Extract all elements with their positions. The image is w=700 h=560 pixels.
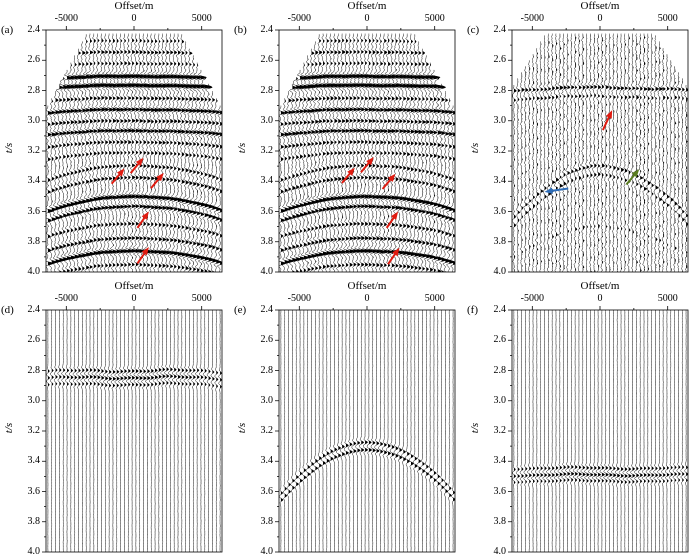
y-tick-label: 2.6	[27, 54, 41, 66]
panel-label-b: (b)	[234, 24, 247, 36]
y-tick-label: 4.0	[260, 266, 274, 277]
y-tick-label: 3.8	[27, 235, 41, 247]
y-tick-label: 2.4	[260, 304, 274, 315]
x-tick-label: 5000	[191, 293, 212, 304]
y-tick-label: 2.8	[493, 84, 507, 96]
y-tick-label: 2.6	[260, 334, 274, 346]
x-tick-label: 0	[131, 293, 137, 304]
panel-label-a: (a)	[1, 24, 14, 36]
y-tick-label: 2.8	[260, 84, 274, 96]
seismic-panel-c: (c) Offset/m t/s -5000 0 5000 2.4 2.6 2.8 3.0 3…	[466, 0, 699, 280]
x-tick-label: 0	[597, 293, 603, 304]
panel-label-c: (c)	[467, 24, 480, 36]
y-tick-label: 3.0	[493, 114, 507, 126]
y-tick-label: 3.0	[260, 394, 274, 406]
y-tick-label: 3.8	[260, 235, 274, 247]
y-tick-label: 3.6	[493, 205, 507, 217]
x-tick-label: 5000	[424, 13, 445, 24]
y-tick-label: 3.8	[493, 515, 507, 527]
y-tick-label: 3.4	[493, 455, 507, 467]
panel-label-d: (d)	[1, 304, 14, 316]
y-tick-label: 2.8	[27, 84, 41, 96]
y-tick-label: 3.4	[27, 455, 41, 467]
x-tick-label: -5000	[54, 293, 78, 304]
x-axis-title: Offset/m	[580, 0, 620, 12]
x-axis-title: Offset/m	[114, 280, 154, 292]
y-tick-label: 2.6	[493, 334, 507, 346]
y-tick-label: 4.0	[493, 546, 507, 557]
y-tick-label: 2.8	[493, 364, 507, 376]
wiggle-plot-canvas-b	[233, 0, 466, 280]
seismic-panel-d: (d) Offset/m t/s -5000 0 5000 2.4 2.6 2.8 3.0 3…	[0, 280, 233, 560]
x-tick-label: 0	[597, 13, 603, 24]
x-axis-title: Offset/m	[114, 0, 154, 12]
y-tick-label: 3.2	[260, 145, 274, 156]
y-tick-label: 3.4	[260, 455, 274, 467]
y-tick-label: 4.0	[260, 546, 274, 557]
seismic-panel-a: (a) Offset/m t/s -5000 0 5000 2.4 2.6 2.8 3.0 3…	[0, 0, 233, 280]
x-axis-title: Offset/m	[347, 280, 387, 292]
y-tick-label: 3.2	[27, 425, 41, 436]
x-tick-label: 5000	[657, 293, 678, 304]
y-tick-label: 2.4	[493, 24, 507, 35]
y-tick-label: 2.4	[493, 304, 507, 315]
y-tick-label: 3.6	[493, 485, 507, 497]
y-tick-label: 3.6	[27, 485, 41, 497]
wiggle-plot-canvas-f	[466, 280, 699, 560]
y-tick-label: 2.4	[27, 304, 41, 315]
x-tick-label: -5000	[287, 13, 311, 24]
y-tick-label: 3.0	[27, 114, 41, 126]
y-tick-label: 3.0	[260, 114, 274, 126]
x-axis-title: Offset/m	[580, 280, 620, 292]
seismic-panel-f: (f) Offset/m t/s -5000 0 5000 2.4 2.6 2.8 3.0 3…	[466, 280, 699, 560]
y-tick-label: 2.8	[27, 364, 41, 376]
y-tick-label: 2.6	[493, 54, 507, 66]
y-tick-label: 3.0	[493, 394, 507, 406]
y-tick-label: 3.6	[260, 205, 274, 217]
x-tick-label: 0	[364, 293, 370, 304]
y-tick-label: 4.0	[27, 266, 41, 277]
wiggle-plot-canvas-d	[0, 280, 233, 560]
x-tick-label: 0	[131, 13, 137, 24]
x-tick-label: 5000	[657, 13, 678, 24]
x-tick-label: -5000	[520, 13, 544, 24]
wiggle-plot-canvas-c	[466, 0, 699, 280]
x-tick-label: 5000	[424, 293, 445, 304]
panel-label-f: (f)	[467, 304, 478, 316]
y-tick-label: 3.8	[27, 515, 41, 527]
x-tick-label: 0	[364, 13, 370, 24]
y-tick-label: 3.6	[27, 205, 41, 217]
y-tick-label: 3.8	[493, 235, 507, 247]
x-tick-label: -5000	[54, 13, 78, 24]
y-tick-label: 3.2	[27, 145, 41, 156]
y-tick-label: 3.4	[260, 175, 274, 187]
seismic-panel-b: (b) Offset/m t/s -5000 0 5000 2.4 2.6 2.8 3.0 3…	[233, 0, 466, 280]
y-tick-label: 2.4	[27, 24, 41, 35]
y-tick-label: 4.0	[493, 266, 507, 277]
y-tick-label: 3.4	[493, 175, 507, 187]
y-tick-label: 4.0	[27, 546, 41, 557]
y-tick-label: 3.2	[493, 145, 507, 156]
y-tick-label: 3.2	[493, 425, 507, 436]
y-tick-label: 3.6	[260, 485, 274, 497]
y-tick-label: 3.8	[260, 515, 274, 527]
y-tick-label: 2.6	[260, 54, 274, 66]
wiggle-plot-canvas-a	[0, 0, 233, 280]
panel-label-e: (e)	[234, 304, 247, 316]
y-tick-label: 2.8	[260, 364, 274, 376]
y-tick-label: 2.4	[260, 24, 274, 35]
x-tick-label: 5000	[191, 13, 212, 24]
x-tick-label: -5000	[520, 293, 544, 304]
wiggle-plot-canvas-e	[233, 280, 466, 560]
y-tick-label: 3.4	[27, 175, 41, 187]
y-tick-label: 3.2	[260, 425, 274, 436]
x-tick-label: -5000	[287, 293, 311, 304]
y-tick-label: 3.0	[27, 394, 41, 406]
seismic-panel-e: (e) Offset/m t/s -5000 0 5000 2.4 2.6 2.8 3.0 3…	[233, 280, 466, 560]
x-axis-title: Offset/m	[347, 0, 387, 12]
y-tick-label: 2.6	[27, 334, 41, 346]
